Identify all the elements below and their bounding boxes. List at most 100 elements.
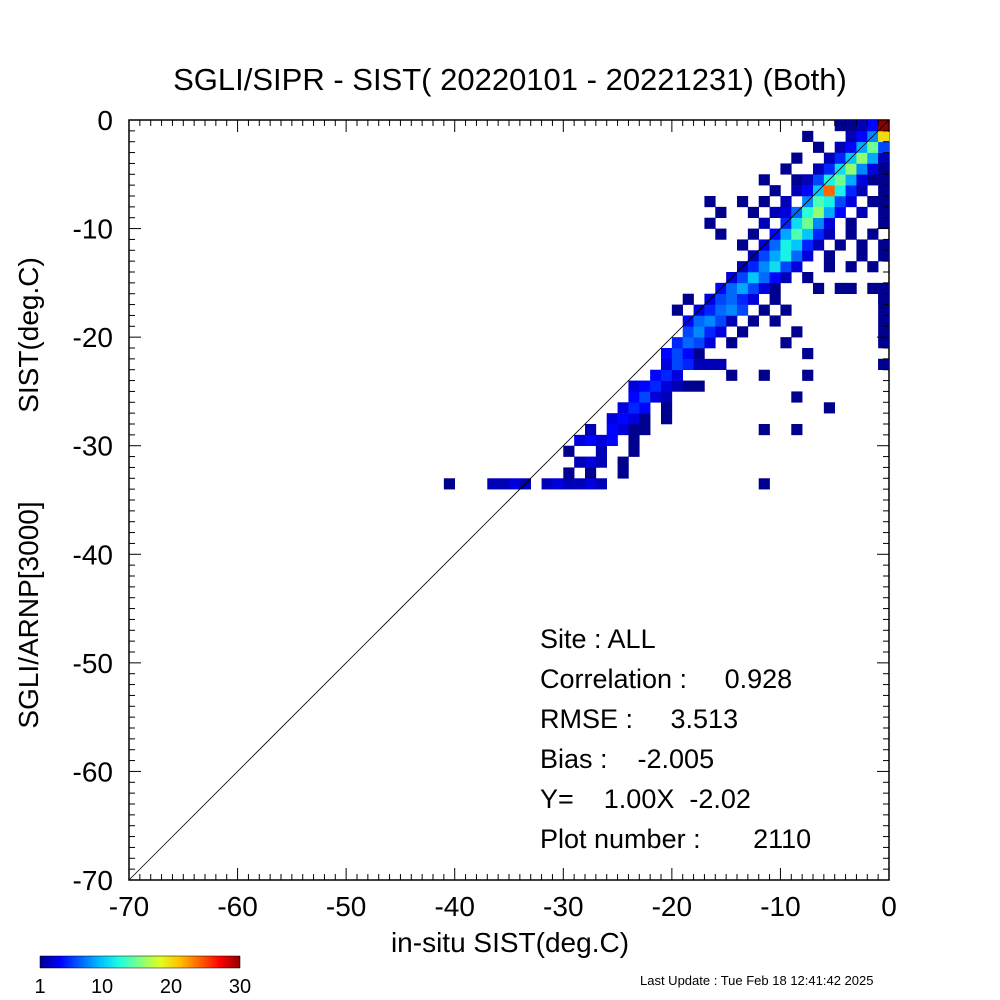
heatmap-cell [693,380,705,392]
heatmap-cell [704,196,716,208]
heatmap-cell [726,304,738,316]
y-tick-label: -60 [73,756,113,787]
heatmap-cell [867,261,879,273]
heatmap-cell [823,206,836,219]
heatmap-cell [791,174,803,186]
heatmap-cell [813,239,825,251]
heatmap-cell [661,380,673,392]
heatmap-cell [671,337,684,349]
heatmap-cell [639,380,651,392]
heatmap-cell [845,163,857,175]
stats-plot-number: Plot number : 2110 [540,824,811,854]
heatmap-cell [498,478,510,490]
heatmap-cell [867,196,879,208]
heatmap-cell [693,315,705,327]
heatmap-cell [585,424,597,436]
heatmap-cell [758,478,770,490]
heatmap-cell [802,206,814,219]
heatmap-cell [878,152,890,164]
heatmap-cell [845,196,857,208]
heatmap-cell [747,315,760,327]
heatmap-cell [867,282,879,295]
heatmap-cell [878,130,890,143]
y-tick-label: 0 [97,105,113,136]
colorbar-tick-label: 20 [160,976,182,998]
heatmap-cell [813,196,825,208]
heatmap-cell [845,282,857,295]
heatmap-cell [617,402,629,414]
heatmap-cell [585,434,597,447]
x-tick-label: -10 [760,891,800,922]
x-tick-label: 0 [881,891,897,922]
heatmap-cell [693,348,705,360]
heatmap-cell [628,380,640,392]
heatmap-cell [878,239,890,251]
y-tick-label: -70 [73,865,113,896]
heatmap-cell [878,185,890,197]
heatmap-cell [813,141,825,153]
heatmap-cell [595,445,608,457]
heatmap-cell [878,358,890,371]
x-tick-label: -20 [652,891,692,922]
heatmap-cell [682,358,694,371]
y-tick-label: -20 [73,322,113,353]
x-tick-label: -60 [217,891,257,922]
heatmap-cell [802,228,814,240]
heatmap-cell [780,206,792,219]
heatmap-cell [802,130,814,143]
heatmap-cell [856,250,868,262]
heatmap-cell [845,185,857,197]
heatmap-cell [704,217,716,229]
heatmap-cell [628,434,640,447]
heatmap-cell [671,348,684,360]
heatmap-cell [780,272,792,284]
heatmap-cell [878,304,890,316]
heatmap-cell [671,380,684,392]
heatmap-cell [780,250,792,262]
heatmap-cell [758,304,770,316]
heatmap-cell [747,228,760,240]
plot-area [128,119,890,881]
heatmap-cell [834,196,846,208]
heatmap-cell [791,261,803,273]
heatmap-cell [769,282,781,295]
heatmap-cell [845,261,857,273]
heatmap-cell [834,141,846,153]
heatmap-cell [617,467,629,479]
heatmap-cell [552,478,564,490]
colorbar-labels: 1 10 20 30 [34,976,251,998]
heatmap-cell [780,163,792,175]
heatmap-cell [704,326,716,338]
heatmap-cell [628,445,640,457]
colorbar-tick-label: 1 [34,976,45,998]
heatmap-cell [845,217,857,229]
heatmap-cell [823,196,836,208]
heatmap-cell [878,293,890,305]
heatmap-cell [737,282,749,295]
heatmap-cell [563,467,575,479]
heatmap-cell [867,141,879,153]
x-axis-title: in-situ SIST(deg.C) [391,927,629,958]
y-tick-label: -30 [73,431,113,462]
heatmap-cell [791,152,803,164]
heatmap-cell [780,239,792,251]
heatmap-cell [802,348,814,360]
heatmap-cell [726,315,738,327]
stats-site: Site : ALL [540,624,656,654]
heatmap-cell [682,326,694,338]
heatmap-cell [606,434,618,447]
heatmap-cell [671,369,684,381]
heatmap-cell [867,174,879,186]
heatmap-cell [813,228,825,240]
heatmap-cell [747,293,760,305]
heatmap-cell [802,272,814,284]
heatmap-cell [758,261,770,273]
heatmap-cell [780,304,792,316]
heatmap-cell [726,369,738,381]
heatmap-cell [758,217,770,229]
heatmap-cell [834,185,846,197]
heatmap-cell [802,250,814,262]
heatmap-cell [650,369,662,381]
heatmap-cell [856,152,868,164]
heatmap-cell [791,217,803,229]
